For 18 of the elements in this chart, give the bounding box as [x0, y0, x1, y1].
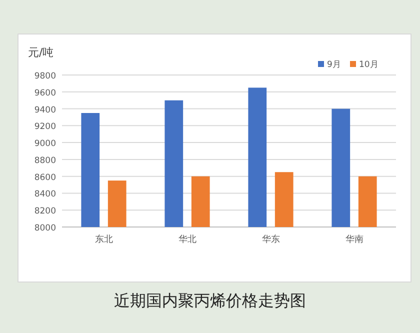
y-tick-label: 8600 — [34, 172, 56, 183]
y-tick-label: 8400 — [34, 190, 56, 200]
y-tick-label: 9800 — [34, 72, 56, 82]
text: 近期国内聚丙烯价格走势图 — [114, 291, 306, 310]
y-tick-label: 8200 — [34, 206, 56, 217]
x-tick-label: 华东 — [262, 234, 280, 245]
x-tick-label: 华北 — [178, 234, 196, 245]
y-axis-title: 元/吨 — [28, 46, 54, 59]
y-tick-label: 8000 — [34, 224, 56, 234]
legend-label: 9月 — [327, 60, 342, 70]
y-tick-label: 9000 — [34, 139, 56, 150]
x-tick-label: 东北 — [94, 234, 113, 245]
x-tick-label: 华南 — [345, 234, 364, 245]
y-tick-label: 9600 — [34, 88, 56, 98]
y-tick-label: 9200 — [34, 122, 56, 132]
y-tick-label: 9400 — [34, 105, 56, 116]
y-tick-label: 8800 — [34, 156, 56, 166]
legend-label: 10月 — [359, 60, 379, 70]
